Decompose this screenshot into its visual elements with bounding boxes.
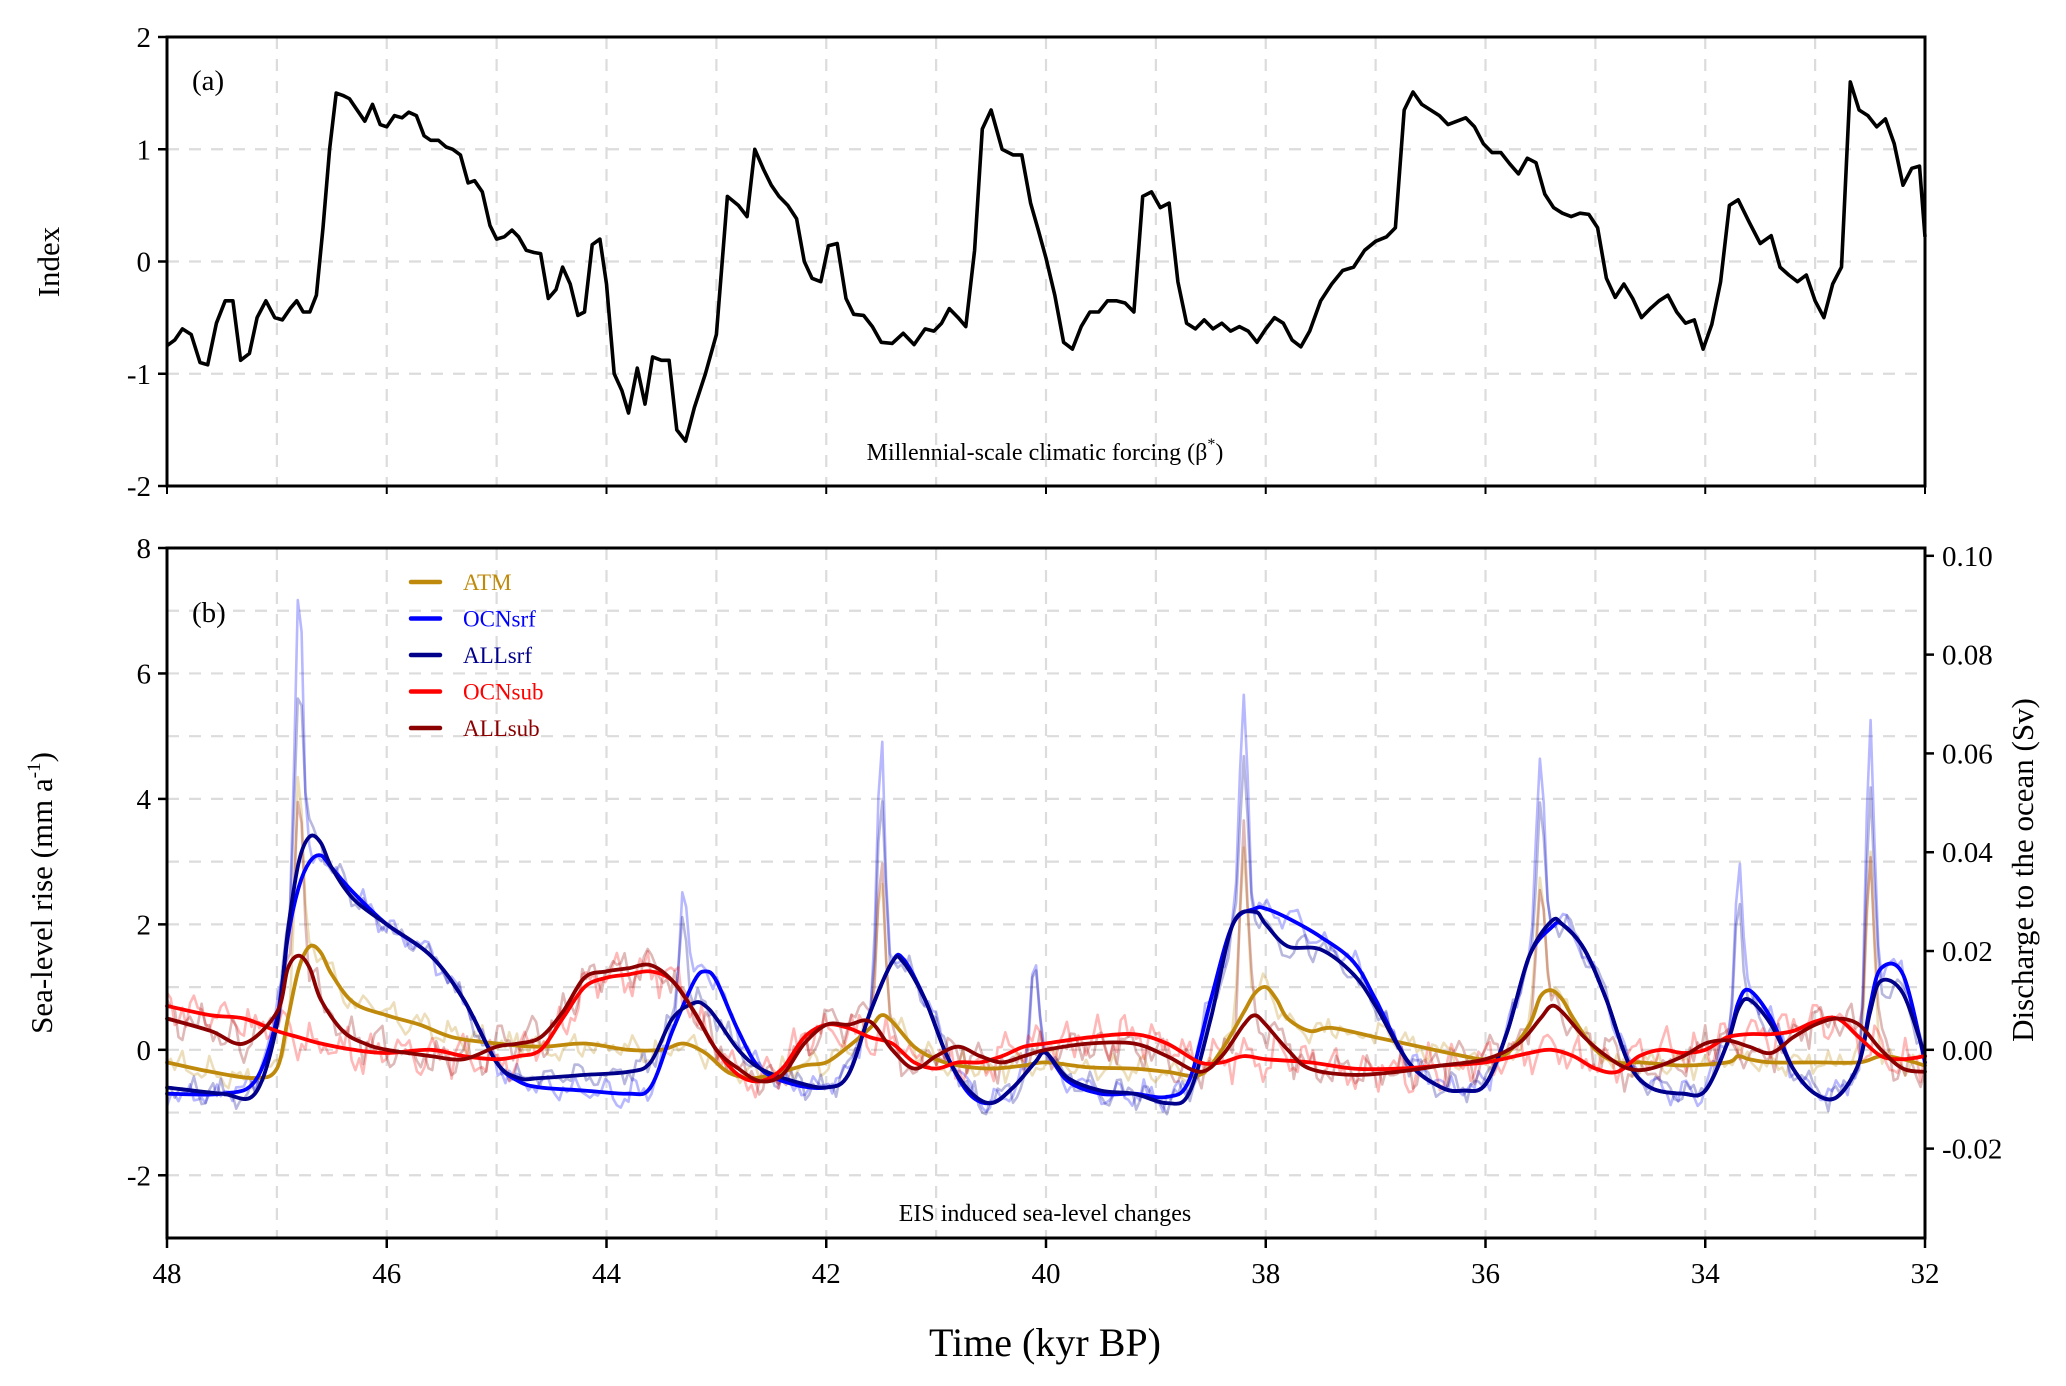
y-tick-label: 6 [137,658,152,690]
x-tick-label: 42 [812,1258,841,1290]
panel-b-y-axis-title: Sea-level rise (mm a-1) [24,752,59,1034]
panel-b-frame [165,546,1927,1240]
x-tick-label: 34 [1691,1258,1721,1290]
panel-b-x-ticks: 48 46 44 42 40 38 36 34 32 [153,1238,1940,1290]
panel-b-y-axis-title-sup: -1 [24,762,45,778]
x-tick-label: 44 [592,1258,622,1290]
panel-a-annotation-sup: * [1207,436,1215,453]
series-line-allsrf [165,833,1927,1106]
panel-b-grid [167,548,1925,1238]
panel-a: 2 1 0 -1 -2 (a) Millennial-scale climatic fo… [31,22,1927,503]
legend-item-atm: ATM [408,570,512,595]
y-tick-label: -2 [127,471,151,503]
y-tick-label: 1 [137,134,152,166]
y-tick-label: 0 [137,1035,152,1067]
legend-label: ALLsub [463,716,540,741]
y2-tick-label: 0.06 [1942,738,1993,770]
y-tick-label: 2 [137,909,152,941]
panel-b-series [165,833,1927,1106]
y-tick-label: -2 [127,1160,151,1192]
panel-b-y-axis-title-main: Sea-level rise (mm a [24,778,59,1034]
x-tick-label: 32 [1911,1258,1940,1290]
y2-tick-label: -0.02 [1942,1134,2002,1166]
panel-a-y-ticks: 2 1 0 -1 -2 [127,22,1926,503]
y2-tick-label: 0.04 [1942,837,1993,869]
y-tick-label: 0 [137,247,152,279]
panel-a-grid [167,37,1925,486]
series-line-beta [165,80,1927,443]
legend-label: ALLsrf [463,643,532,668]
y-tick-label: 2 [137,22,152,54]
x-tick-label: 48 [153,1258,182,1290]
panel-a-annotation-main: Millennial-scale climatic forcing (β [867,440,1208,466]
legend-item-allsrf: ALLsrf [408,643,532,668]
y2-tick-label: 0.00 [1942,1035,1993,1067]
y2-tick-label: 0.02 [1942,936,1993,968]
panel-a-annotation: Millennial-scale climatic forcing (β*) [867,436,1224,466]
x-tick-label: 36 [1471,1258,1500,1290]
legend-label: ATM [463,570,512,595]
legend-item-ocnsub: OCNsub [408,680,544,705]
series-line-ocnsub [165,969,1927,1084]
x-tick-label: 46 [372,1258,401,1290]
y-tick-label: 8 [137,533,152,565]
y-tick-label: -1 [127,359,151,391]
y2-tick-label: 0.10 [1942,541,1993,573]
x-tick-label: 38 [1251,1258,1280,1290]
legend-item-ocnsrf: OCNsrf [408,607,536,632]
y-tick-label: 4 [137,784,152,816]
panel-a-label: (a) [192,65,224,97]
panel-b-y-axis-title-end: ) [24,752,59,762]
panel-b-label: (b) [192,597,226,629]
legend-label: OCNsub [463,680,544,705]
y2-tick-label: 0.08 [1942,640,1993,672]
panel-b-y2-ticks: 0.10 0.08 0.06 0.04 0.02 0.00 -0.02 [1925,541,2002,1166]
legend-label: OCNsrf [463,607,536,632]
panel-a-series [165,80,1927,443]
series-line-allsub [165,953,1927,1084]
panel-b-annotation: EIS induced sea-level changes [899,1201,1192,1227]
panel-a-annotation-end: ) [1215,440,1223,466]
legend-item-allsub: ALLsub [408,716,540,741]
panel-a-y-axis-title: Index [31,226,66,297]
x-tick-label: 40 [1032,1258,1061,1290]
panel-b-y2-axis-title: Discharge to the ocean (Sv) [2005,698,2040,1042]
legend: ATM OCNsrf ALLsrf OCNsub ALLsub [408,570,544,741]
x-axis-title: Time (kyr BP) [929,1320,1161,1365]
panel-b-y-ticks: 8 6 4 2 0 -2 [127,533,167,1192]
